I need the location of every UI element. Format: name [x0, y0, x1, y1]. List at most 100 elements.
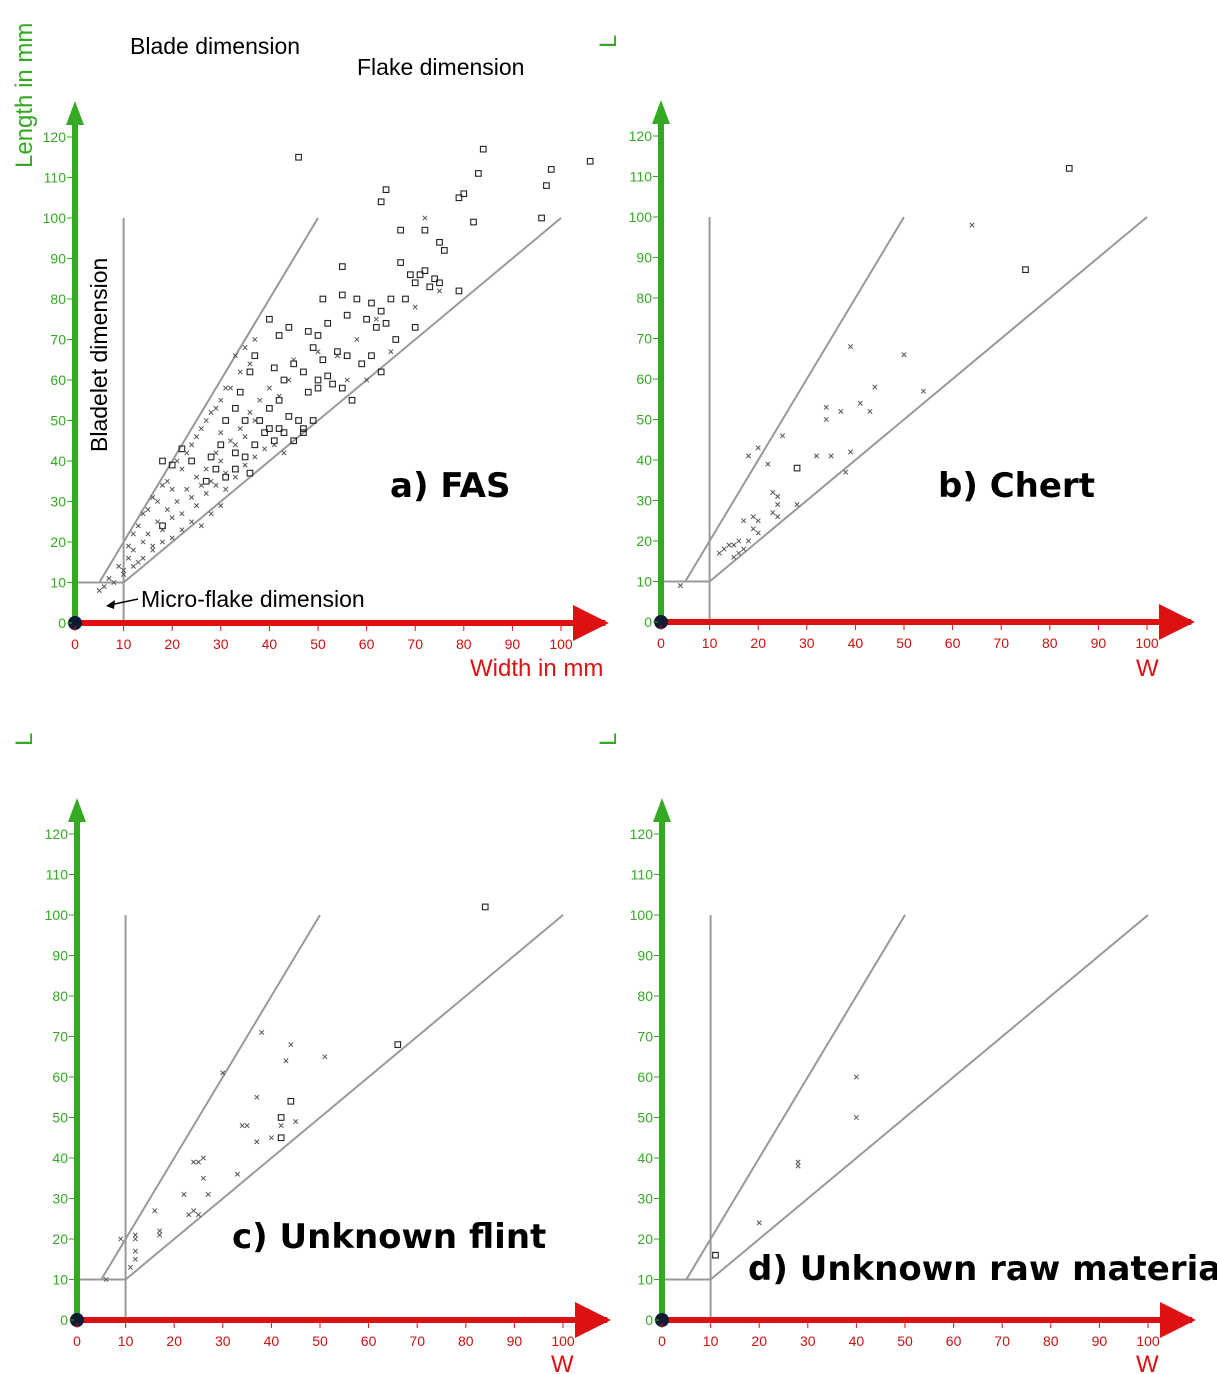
data-point-cross: [677, 582, 683, 589]
data-point-cross: [775, 493, 781, 500]
x-tick-label: 70: [407, 636, 423, 652]
x-tick-label: 20: [166, 1333, 182, 1349]
data-point-cross: [726, 542, 732, 548]
data-point-square: [277, 1114, 285, 1121]
x-tick-label: 100: [549, 636, 573, 652]
data-point-cross: [195, 1212, 202, 1218]
data-point-cross: [755, 445, 761, 451]
data-point-cross: [867, 408, 873, 414]
data-point-square: [300, 368, 307, 376]
x-tick-label: 0: [657, 635, 665, 651]
data-point-square: [543, 182, 550, 189]
data-point-square: [309, 417, 317, 424]
data-point-cross: [244, 1123, 250, 1129]
y-tick-label: 60: [637, 1069, 653, 1085]
data-point-square: [329, 380, 336, 388]
data-point-square: [402, 295, 409, 303]
data-point-cross: [853, 1074, 859, 1080]
data-point-square: [368, 299, 375, 307]
data-point-cross: [755, 518, 761, 524]
data-point-square: [277, 1134, 285, 1142]
y-tick-label: 40: [50, 453, 66, 469]
data-point-cross: [770, 510, 776, 516]
data-point-cross: [174, 498, 180, 505]
data-point-cross: [268, 1135, 274, 1141]
y-tick-label: 80: [50, 291, 66, 307]
data-point-cross: [205, 1191, 211, 1198]
data-point-square: [251, 441, 259, 449]
data-point-cross: [157, 1232, 163, 1238]
y-tick-label: 100: [630, 907, 654, 923]
micro-flake-pointer: [109, 598, 139, 606]
data-point-cross: [276, 393, 282, 399]
x-tick-label: 70: [994, 1333, 1010, 1349]
boundary-line: [684, 216, 905, 583]
data-point-square: [300, 425, 307, 432]
data-point-square: [426, 283, 434, 291]
y-tick-label: 120: [45, 826, 69, 842]
data-point-square: [436, 279, 443, 287]
data-point-cross: [828, 453, 834, 459]
data-point-cross: [179, 511, 185, 517]
x-axis-label-a: Width in mm: [470, 655, 603, 682]
data-point-square: [406, 271, 414, 279]
y-tick-label: 20: [50, 534, 66, 550]
data-point-square: [372, 323, 380, 331]
y-tick-label: 100: [629, 209, 653, 225]
data-point-cross: [118, 1236, 124, 1242]
data-point-cross: [388, 349, 394, 355]
data-point-cross: [193, 502, 200, 509]
data-point-cross: [795, 1163, 801, 1169]
x-tick-label: 40: [264, 1333, 280, 1349]
boundary-line: [709, 914, 1149, 1281]
data-point-cross: [208, 478, 214, 484]
data-point-square: [475, 170, 482, 177]
data-point-square: [455, 194, 463, 202]
x-axis-label-b: W: [1136, 655, 1159, 682]
data-point-cross: [191, 1208, 197, 1214]
data-point-square: [377, 198, 385, 206]
data-point-square: [168, 461, 176, 469]
data-point-square: [1065, 165, 1073, 172]
data-point-cross: [252, 454, 258, 460]
data-point-square: [343, 352, 351, 360]
data-point-square: [285, 413, 293, 420]
data-point-cross: [145, 531, 151, 537]
data-point-cross: [232, 353, 238, 359]
data-point-cross: [132, 1232, 138, 1238]
data-point-cross: [223, 385, 229, 391]
data-point-square: [266, 425, 273, 432]
data-point-square: [455, 287, 463, 295]
data-point-cross: [155, 498, 161, 505]
data-point-cross: [412, 304, 418, 310]
data-point-cross: [135, 523, 141, 529]
x-tick-label: 50: [897, 1333, 913, 1349]
x-tick-label: 10: [118, 1333, 134, 1349]
y-tick-label: 70: [50, 332, 66, 348]
data-point-cross: [159, 527, 166, 533]
x-tick-label: 80: [458, 1333, 474, 1349]
boundary-line: [708, 216, 1148, 583]
y-axis-arrowhead: [653, 798, 671, 822]
data-point-cross: [135, 559, 141, 565]
x-tick-label: 90: [505, 636, 521, 652]
data-point-square: [232, 465, 239, 473]
data-point-cross: [756, 1220, 762, 1226]
data-point-cross: [150, 543, 156, 549]
data-point-cross: [116, 563, 122, 569]
data-point-cross: [794, 501, 800, 508]
data-point-cross: [140, 555, 146, 561]
x-tick-label: 30: [213, 636, 229, 652]
y-tick-label: 60: [52, 1069, 68, 1085]
panel-unknown-raw-material: 0 10 20 30 40 50 60 70 80 90 100 0 10 20 30 40 50 60 70 80 9…: [630, 798, 1196, 1349]
data-point-cross: [208, 511, 214, 517]
data-point-cross: [237, 426, 243, 432]
y-tick-label: 80: [636, 290, 652, 306]
data-point-cross: [234, 1171, 240, 1177]
data-point-cross: [189, 494, 195, 501]
data-point-cross: [242, 462, 248, 468]
data-point-square: [338, 384, 346, 392]
y-tick-label: 120: [629, 128, 653, 144]
data-point-square: [377, 307, 385, 315]
data-point-cross: [169, 535, 175, 541]
